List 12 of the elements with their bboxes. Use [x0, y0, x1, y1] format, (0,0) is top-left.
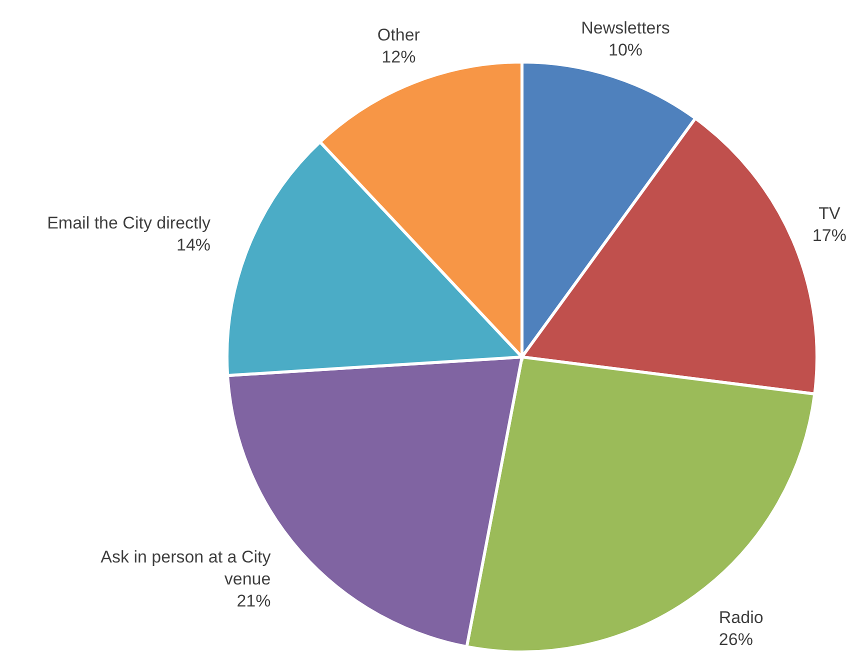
slice-label: Newsletters	[581, 18, 670, 38]
slice-label: Email the City directly	[47, 214, 212, 233]
data-label: 21%	[236, 592, 271, 611]
data-label: 26%	[718, 630, 753, 650]
slice-label: Ask in person at a City venue	[100, 548, 272, 589]
slice-label: TV	[818, 204, 841, 223]
slice-label: Radio	[718, 608, 764, 628]
data-label: 12%	[382, 48, 416, 67]
data-label: 10%	[608, 40, 643, 60]
slice-label: Other	[377, 26, 420, 45]
data-label: 17%	[812, 226, 846, 245]
data-label: 14%	[176, 236, 211, 255]
